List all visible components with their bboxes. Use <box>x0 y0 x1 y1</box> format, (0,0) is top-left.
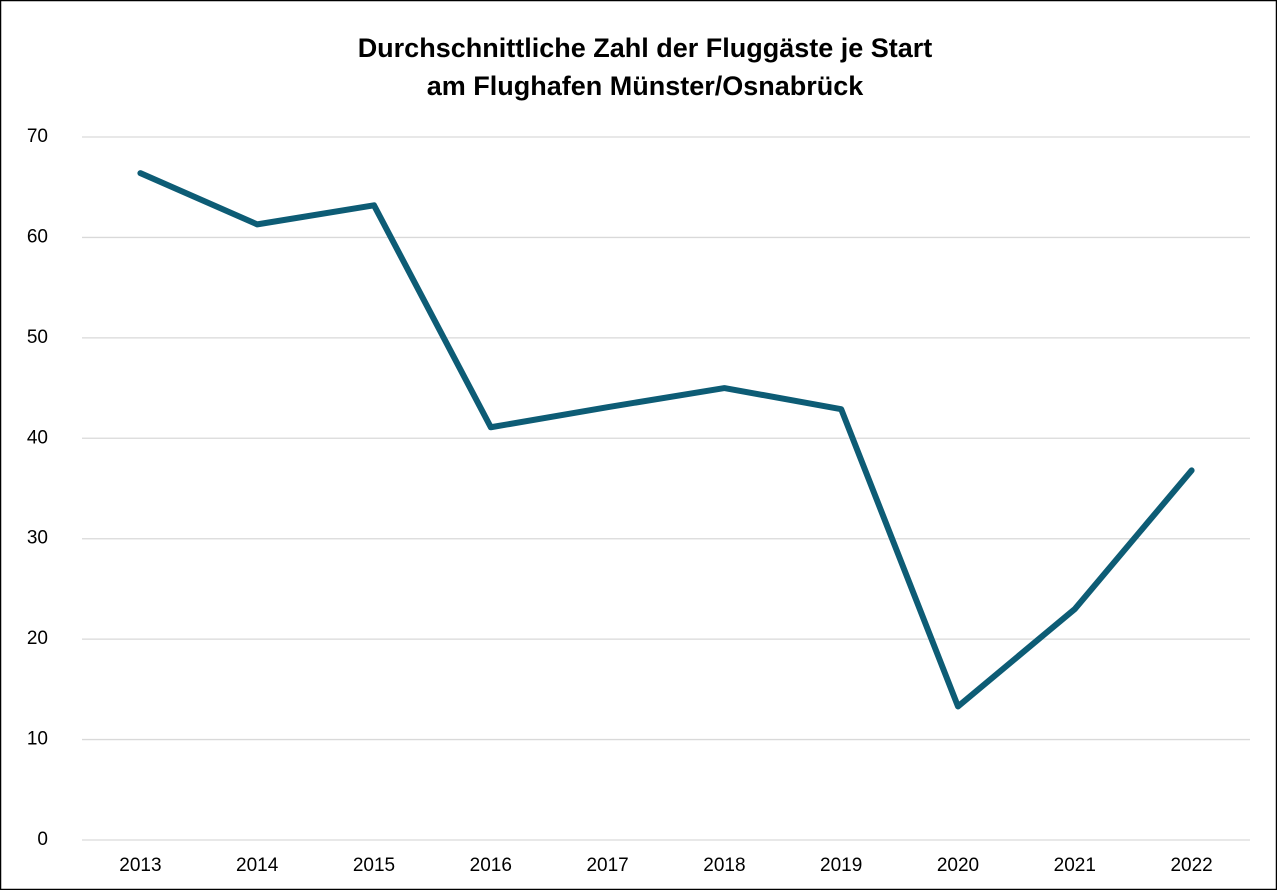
y-tick-label: 70 <box>27 126 48 147</box>
y-tick-label: 40 <box>27 427 48 448</box>
chart-title: Durchschnittliche Zahl der Fluggäste je … <box>358 33 933 63</box>
line-series <box>137 170 1195 710</box>
y-tick-label: 0 <box>37 829 48 850</box>
x-tick-label: 2021 <box>1054 855 1096 876</box>
x-tick-label: 2017 <box>586 855 628 876</box>
y-tick-label: 10 <box>27 729 48 750</box>
x-tick-label: 2019 <box>820 855 862 876</box>
x-tick-label: 2016 <box>470 855 512 876</box>
chart-title: am Flughafen Münster/Osnabrück <box>427 71 865 101</box>
x-tick-label: 2013 <box>119 855 161 876</box>
y-tick-label: 50 <box>27 327 48 348</box>
y-tick-label: 30 <box>27 528 48 549</box>
y-tick-label: 20 <box>27 628 48 649</box>
x-tick-label: 2022 <box>1170 855 1212 876</box>
y-tick-label: 60 <box>27 226 48 247</box>
x-tick-label: 2014 <box>236 855 279 876</box>
x-tick-label: 2015 <box>353 855 395 876</box>
x-tick-label: 2018 <box>703 855 745 876</box>
x-tick-label: 2020 <box>937 855 979 876</box>
